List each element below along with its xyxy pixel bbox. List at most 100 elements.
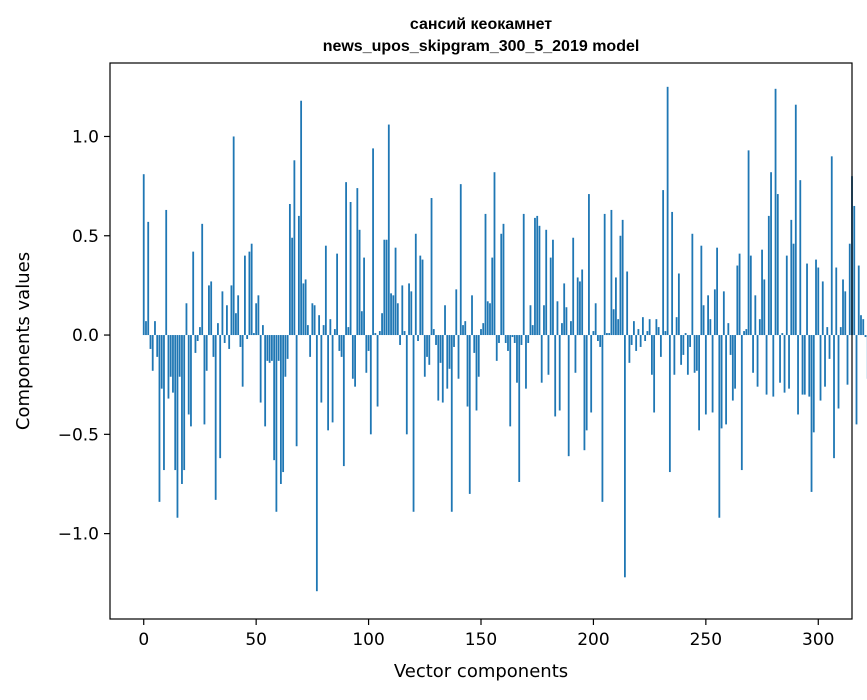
bar	[635, 335, 637, 351]
y-tick-label: 0.0	[72, 326, 99, 346]
bar	[262, 325, 264, 335]
bar	[318, 315, 320, 335]
bar	[808, 335, 810, 397]
bar	[449, 335, 451, 369]
bar	[725, 335, 727, 424]
bar	[237, 295, 239, 335]
bar	[530, 305, 532, 335]
bar	[368, 335, 370, 351]
bar	[188, 335, 190, 414]
bar	[347, 327, 349, 335]
bar	[219, 335, 221, 458]
bar	[316, 335, 318, 591]
bar	[275, 335, 277, 512]
bar	[849, 244, 851, 335]
bar	[606, 333, 608, 335]
bar	[258, 295, 260, 335]
bar	[840, 327, 842, 335]
bar	[282, 335, 284, 472]
bar	[793, 244, 795, 335]
bar	[586, 335, 588, 430]
bar	[853, 206, 855, 335]
bar	[289, 204, 291, 335]
bar	[525, 335, 527, 389]
bar	[626, 272, 628, 336]
bar	[352, 335, 354, 379]
x-tick-label: 150	[465, 630, 497, 650]
bar	[433, 329, 435, 335]
y-tick-label: −0.5	[58, 425, 99, 445]
bar	[408, 283, 410, 335]
bar	[406, 335, 408, 434]
bar	[467, 335, 469, 406]
bar	[624, 335, 626, 577]
y-tick-label: −1.0	[58, 525, 99, 545]
bar	[799, 180, 801, 335]
bar	[469, 335, 471, 494]
bar	[559, 335, 561, 410]
bar	[147, 222, 149, 335]
bar	[415, 234, 417, 335]
bar	[703, 305, 705, 335]
x-tick-label: 0	[138, 630, 149, 650]
bar	[336, 254, 338, 335]
bar	[204, 335, 206, 424]
bar	[195, 335, 197, 353]
bar	[772, 335, 774, 397]
bar	[210, 281, 212, 335]
bar	[748, 150, 750, 335]
bar	[507, 335, 509, 351]
bar	[548, 335, 550, 375]
bar	[678, 273, 680, 335]
bar	[201, 224, 203, 335]
bar	[615, 277, 617, 335]
bar	[561, 323, 563, 335]
bar	[649, 319, 651, 335]
bar	[154, 321, 156, 335]
bar	[246, 335, 248, 339]
bar	[224, 335, 226, 343]
bar	[170, 335, 172, 377]
bar	[370, 335, 372, 434]
bar	[838, 335, 840, 408]
bar	[163, 335, 165, 470]
bar	[388, 125, 390, 335]
bar	[476, 335, 478, 410]
bar	[404, 331, 406, 335]
x-axis-label: Vector components	[394, 661, 568, 682]
bar	[831, 156, 833, 335]
bar	[293, 160, 295, 335]
bar	[642, 317, 644, 335]
bar	[541, 335, 543, 383]
bar	[249, 252, 251, 335]
bar	[566, 307, 568, 335]
bar	[356, 188, 358, 335]
bar	[581, 270, 583, 336]
bar	[786, 256, 788, 335]
bar	[685, 333, 687, 335]
bar	[386, 240, 388, 335]
bar	[757, 335, 759, 387]
bar	[489, 303, 491, 335]
bar	[554, 335, 556, 416]
bar	[682, 335, 684, 355]
y-tick-label: 1.0	[72, 127, 99, 147]
bar	[487, 301, 489, 335]
y-tick-label: 0.5	[72, 227, 99, 247]
bar	[244, 256, 246, 335]
bar	[485, 214, 487, 335]
bar	[658, 327, 660, 335]
bar	[865, 335, 867, 337]
bar	[588, 194, 590, 335]
bar	[784, 335, 786, 393]
bar	[709, 319, 711, 335]
bar	[536, 216, 538, 335]
bar	[613, 309, 615, 335]
bar	[844, 291, 846, 335]
bar	[730, 335, 732, 355]
bar	[732, 335, 734, 401]
bar	[820, 335, 822, 401]
bar	[577, 277, 579, 335]
bar	[458, 335, 460, 379]
bar	[242, 335, 244, 387]
